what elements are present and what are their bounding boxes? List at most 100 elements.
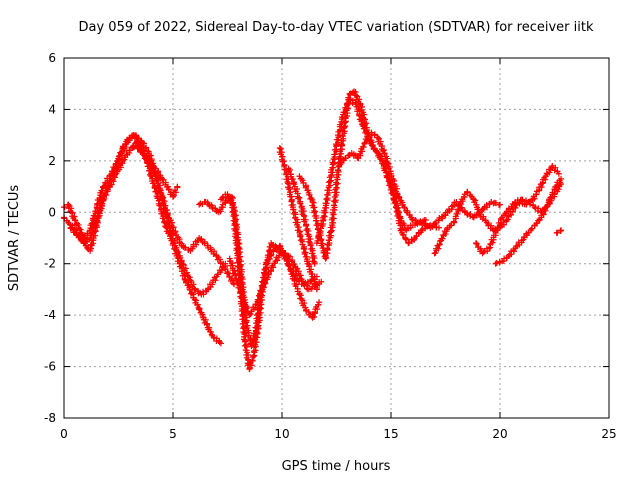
data-point xyxy=(92,222,99,229)
data-point xyxy=(388,172,395,179)
data-point xyxy=(231,281,238,288)
data-point xyxy=(313,284,320,291)
data-point xyxy=(255,310,262,317)
data-point xyxy=(231,213,238,220)
data-point xyxy=(306,238,313,245)
data-point xyxy=(101,182,108,189)
data-point xyxy=(551,167,558,174)
data-point xyxy=(419,221,426,228)
data-point xyxy=(239,290,246,297)
data-point xyxy=(147,152,154,159)
data-point xyxy=(387,168,394,175)
series-sat-l xyxy=(335,129,503,231)
data-point xyxy=(287,193,294,200)
data-point xyxy=(81,239,88,246)
data-point xyxy=(196,289,203,296)
data-point xyxy=(467,213,474,220)
data-point xyxy=(94,213,101,220)
data-point xyxy=(359,148,366,155)
series-sat-j xyxy=(296,88,429,262)
data-point xyxy=(219,195,226,202)
data-point xyxy=(164,212,171,219)
series-sat-e xyxy=(196,193,320,373)
data-point xyxy=(504,216,511,223)
data-point xyxy=(157,189,164,196)
data-point xyxy=(306,191,313,198)
data-point xyxy=(297,200,304,207)
data-point xyxy=(232,208,239,215)
data-point xyxy=(333,179,340,186)
data-point xyxy=(338,114,345,121)
data-point xyxy=(527,201,534,208)
data-point xyxy=(271,260,278,267)
data-point xyxy=(483,245,490,252)
data-point xyxy=(390,197,397,204)
series-sat-d xyxy=(126,142,181,200)
data-point xyxy=(124,136,131,143)
data-point xyxy=(297,275,304,282)
data-point xyxy=(385,160,392,167)
data-point xyxy=(492,228,499,235)
data-point xyxy=(260,284,267,291)
data-point xyxy=(556,182,563,189)
data-point xyxy=(328,227,335,234)
data-point xyxy=(311,209,318,216)
data-point xyxy=(376,154,383,161)
data-point xyxy=(536,216,543,223)
plot-frame xyxy=(63,57,610,419)
data-point xyxy=(374,149,381,156)
data-point xyxy=(442,209,449,216)
data-point xyxy=(473,201,480,208)
data-point xyxy=(150,162,157,169)
x-tick-label: 0 xyxy=(60,427,68,441)
y-axis-label: SDTVAR / TECUs xyxy=(7,185,22,292)
data-point xyxy=(279,249,286,256)
data-point xyxy=(450,218,457,225)
data-point xyxy=(346,151,353,158)
data-point xyxy=(313,280,320,287)
data-point xyxy=(369,142,376,149)
data-point xyxy=(431,250,438,257)
data-point xyxy=(193,241,200,248)
data-point xyxy=(492,200,499,207)
data-point xyxy=(421,216,428,223)
data-point xyxy=(175,248,182,255)
y-tick-label: -6 xyxy=(44,360,56,374)
data-point xyxy=(310,204,317,211)
data-point xyxy=(411,236,418,243)
data-point xyxy=(381,147,388,154)
data-point xyxy=(160,194,167,201)
data-point xyxy=(509,208,516,215)
data-point xyxy=(435,245,442,252)
data-point xyxy=(398,226,405,233)
data-point xyxy=(538,184,545,191)
data-point xyxy=(439,235,446,242)
data-point xyxy=(211,274,218,281)
data-point xyxy=(403,236,410,243)
data-point xyxy=(414,219,421,226)
data-point xyxy=(315,233,322,240)
data-point xyxy=(473,240,480,247)
data-point xyxy=(155,168,162,175)
x-tick-label: 15 xyxy=(383,427,398,441)
x-tick-label: 25 xyxy=(601,427,616,441)
data-point xyxy=(530,202,537,209)
data-point xyxy=(511,200,518,207)
data-point xyxy=(61,204,68,211)
data-point xyxy=(473,240,480,247)
data-point xyxy=(241,299,248,306)
data-point xyxy=(288,176,295,183)
data-point xyxy=(288,202,295,209)
data-point xyxy=(236,258,243,265)
series-sat-m xyxy=(431,163,562,257)
data-point xyxy=(496,201,503,208)
data-point xyxy=(474,206,481,213)
series-sat-f xyxy=(217,191,323,349)
data-point xyxy=(119,160,126,167)
data-point xyxy=(222,191,229,198)
data-point xyxy=(288,271,295,278)
data-point xyxy=(142,144,149,151)
data-point xyxy=(208,202,215,209)
data-point xyxy=(492,260,499,267)
